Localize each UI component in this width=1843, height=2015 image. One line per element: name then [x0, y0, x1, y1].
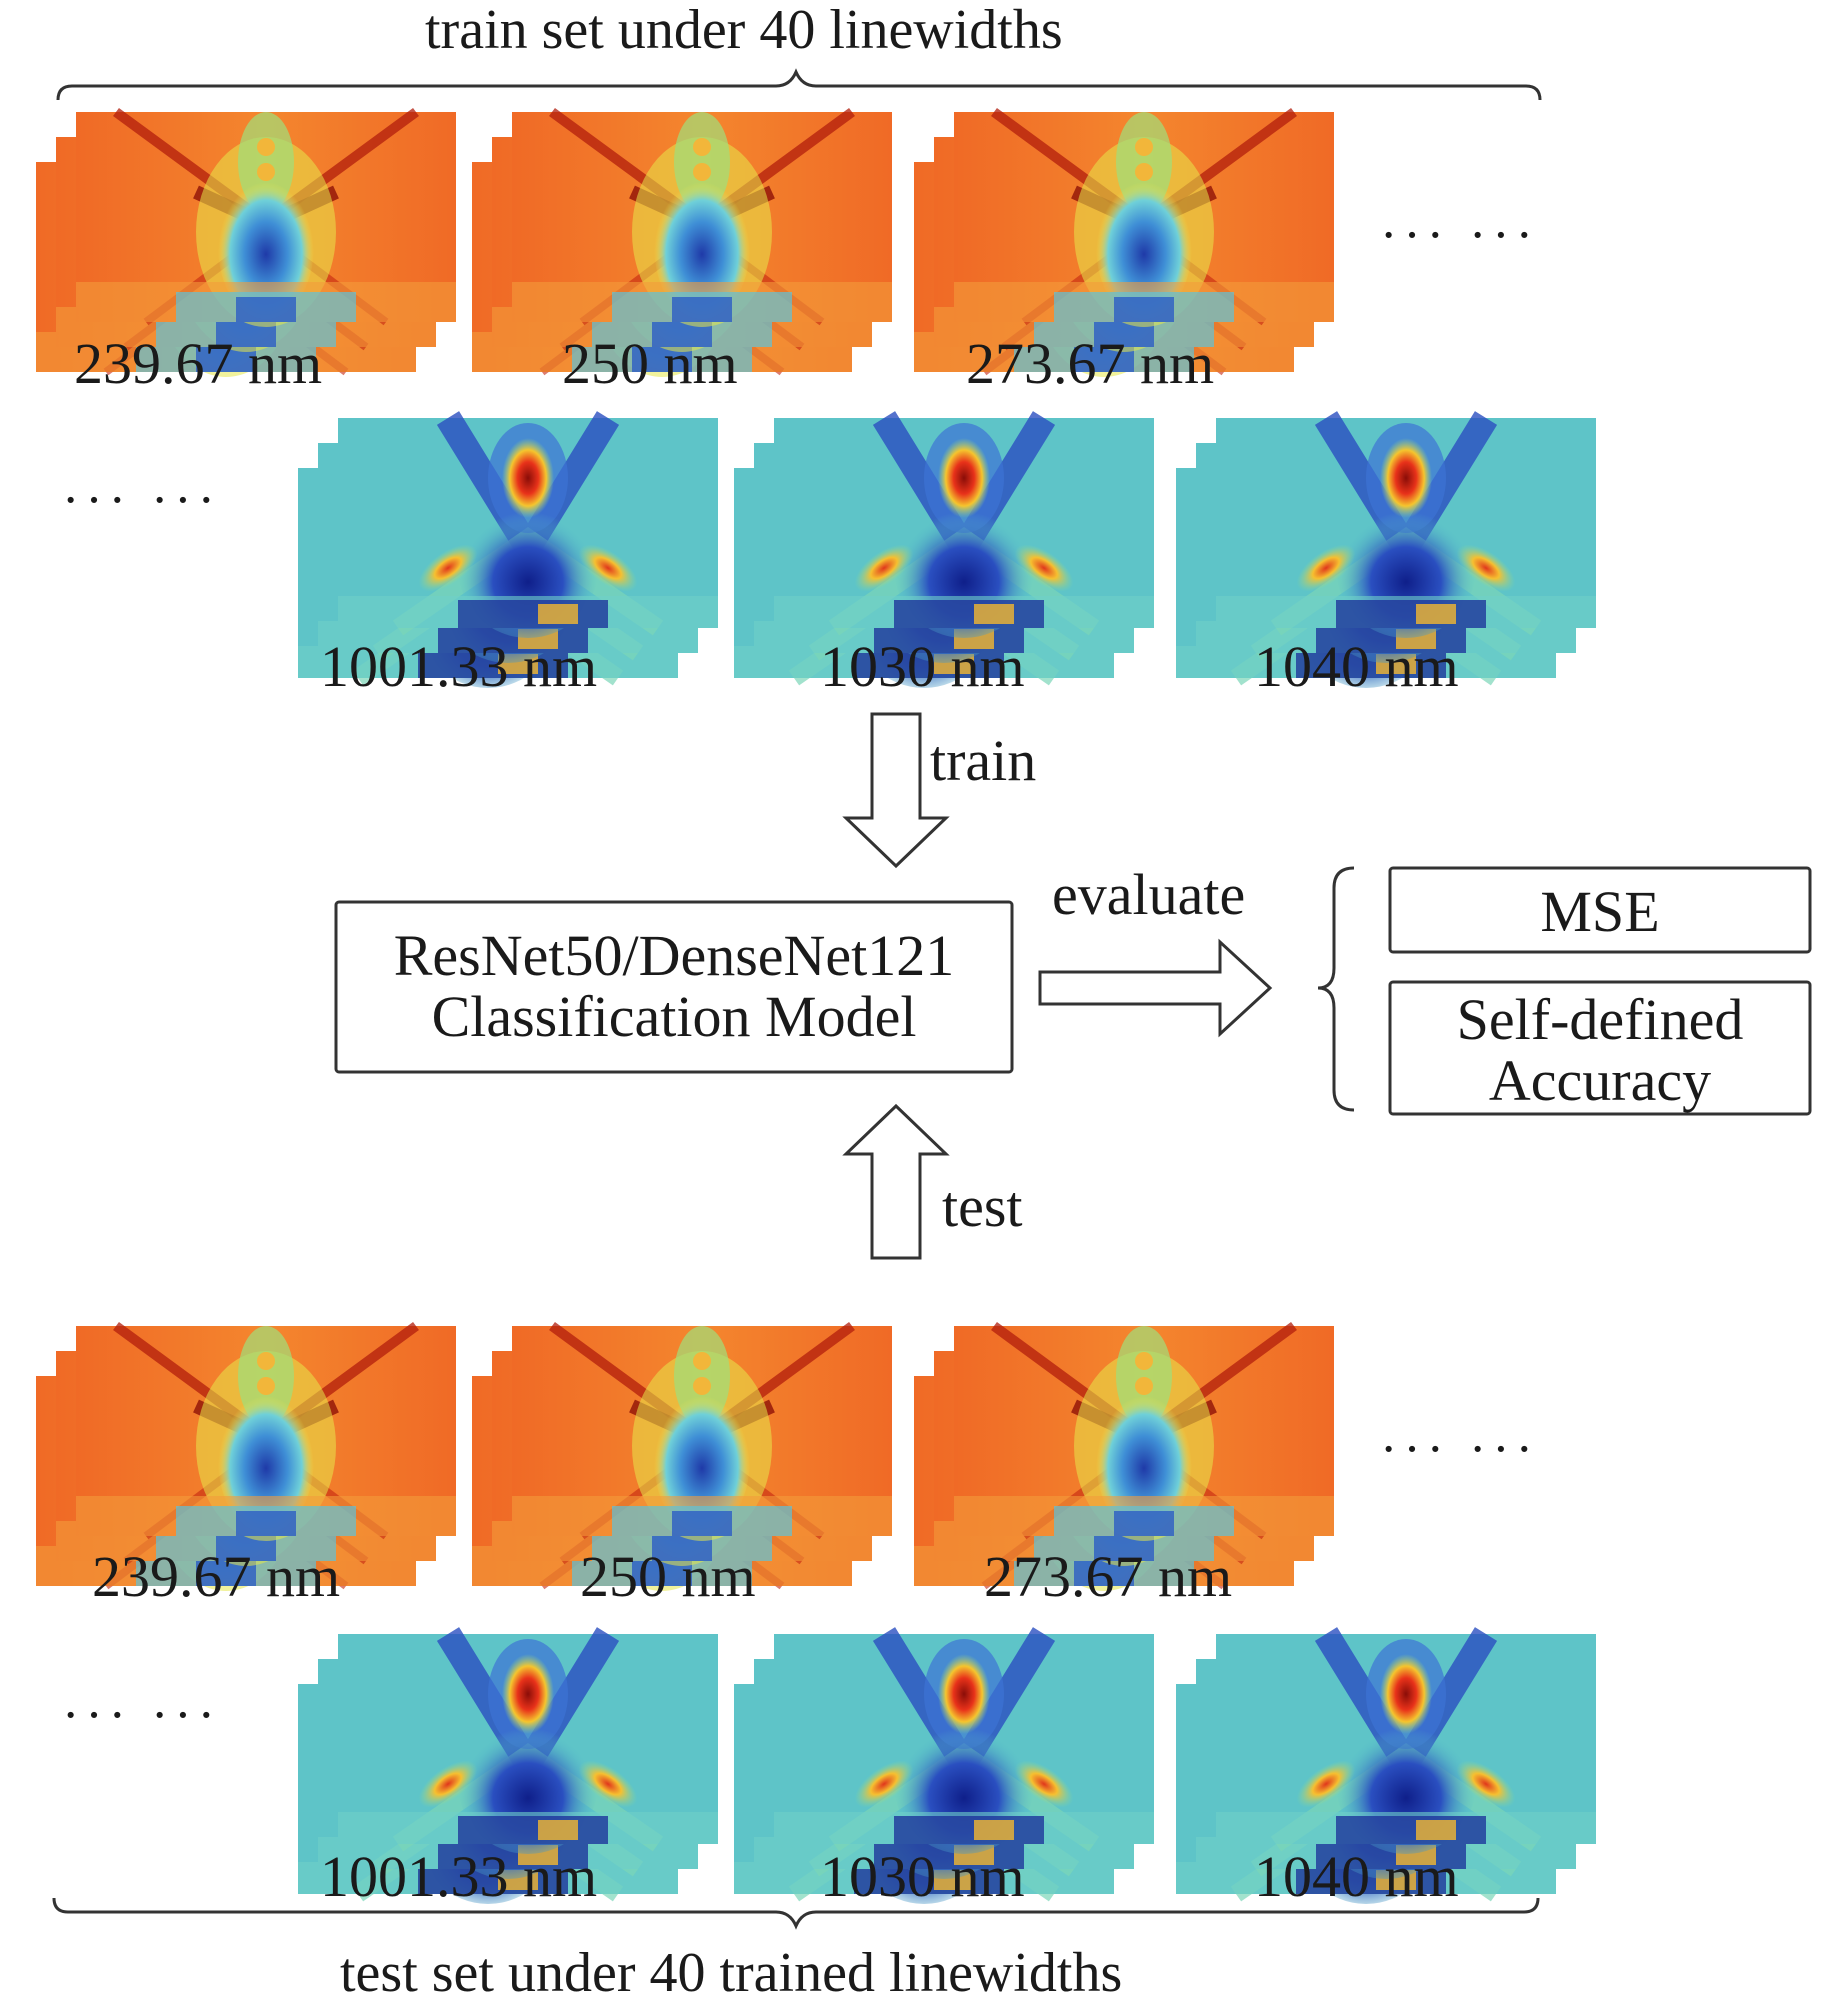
- test-label-1040: 1040 nm: [1254, 1844, 1459, 1909]
- test-label-250: 250 nm: [580, 1544, 756, 1609]
- train-label-1001: 1001.33 nm: [320, 634, 598, 699]
- test-row1-ellipsis: ··· ···: [1380, 1421, 1539, 1478]
- test-set-title: test set under 40 trained linewidths: [340, 1942, 1123, 2004]
- test-label-239: 239.67 nm: [92, 1544, 341, 1609]
- test-row2-ellipsis: ··· ···: [62, 1687, 221, 1744]
- model-box-text: ResNet50/DenseNet121 Classification Mode…: [336, 923, 1012, 1049]
- mse-label: MSE: [1540, 879, 1660, 944]
- train-label-1030: 1030 nm: [820, 634, 1025, 699]
- accuracy-line1: Self-defined: [1456, 987, 1744, 1052]
- train-label-250: 250 nm: [562, 331, 738, 396]
- train-set-title: train set under 40 linewidths: [425, 0, 1063, 61]
- test-arrow-label: test: [942, 1174, 1023, 1239]
- accuracy-line2: Accuracy: [1488, 1047, 1712, 1113]
- test-label-1001: 1001.33 nm: [320, 1844, 598, 1909]
- train-label-1040: 1040 nm: [1254, 634, 1459, 699]
- test-label-1030: 1030 nm: [820, 1844, 1025, 1909]
- train-row1-ellipsis: ··· ···: [1380, 207, 1539, 264]
- mse-box: [1388, 866, 1812, 954]
- model-type: Classification Model: [431, 983, 917, 1049]
- evaluate-arrow: [1038, 938, 1273, 1038]
- accuracy-label: Self-defined Accuracy: [1390, 987, 1810, 1113]
- metrics-brace: [1317, 866, 1355, 1112]
- model-box: [334, 900, 1014, 1074]
- train-arrow-label: train: [930, 728, 1037, 793]
- test-arrow: [842, 1103, 950, 1260]
- model-name: ResNet50/DenseNet121: [393, 923, 955, 988]
- train-label-273: 273.67 nm: [966, 331, 1215, 396]
- accuracy-box: [1388, 980, 1812, 1116]
- train-brace: [56, 68, 1542, 101]
- train-row2-ellipsis: ··· ···: [62, 472, 221, 529]
- train-arrow: [842, 712, 950, 869]
- test-brace: [52, 1897, 1540, 1930]
- train-label-239: 239.67 nm: [74, 331, 323, 396]
- evaluate-arrow-label: evaluate: [1052, 862, 1246, 927]
- test-label-273: 273.67 nm: [984, 1544, 1233, 1609]
